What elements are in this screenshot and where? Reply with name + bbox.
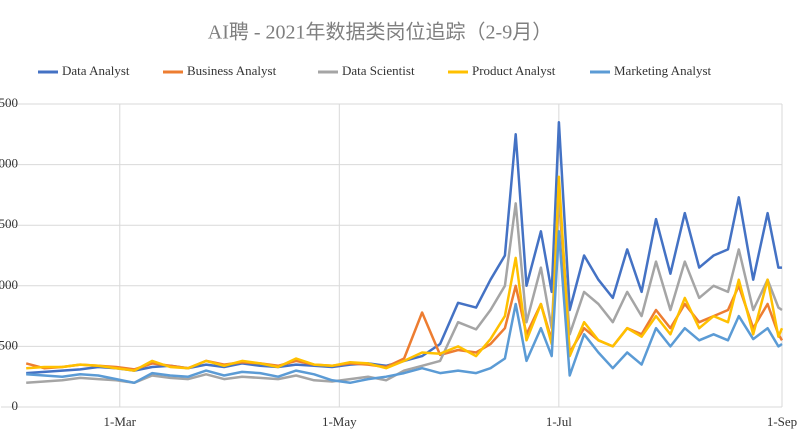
chart-title: AI聘 - 2021年数据类岗位追踪（2-9月） [208, 21, 552, 44]
y-tick-label: 1000 [0, 277, 18, 292]
x-tick-label: 1-Jul [546, 414, 572, 429]
x-tick-label: 1-May [322, 414, 357, 429]
series-line [26, 193, 783, 385]
x-tick-label: 1-Mar [104, 414, 137, 429]
legend-label: Product Analyst [472, 63, 556, 78]
y-tick-label: 0 [12, 398, 19, 413]
y-tick-label: 1500 [0, 216, 18, 231]
legend-label: Data Analyst [62, 63, 130, 78]
x-tick-label: 1-Sep [767, 414, 797, 429]
legend-label: Marketing Analyst [614, 63, 712, 78]
series-line [26, 175, 784, 372]
legend-label: Business Analyst [187, 63, 277, 78]
y-tick-label: 2000 [0, 156, 18, 171]
series-line [26, 230, 783, 385]
series-line [26, 120, 782, 375]
y-tick-label: 2500 [0, 95, 18, 110]
legend-label: Data Scientist [342, 63, 415, 78]
y-tick-label: 500 [0, 337, 18, 352]
